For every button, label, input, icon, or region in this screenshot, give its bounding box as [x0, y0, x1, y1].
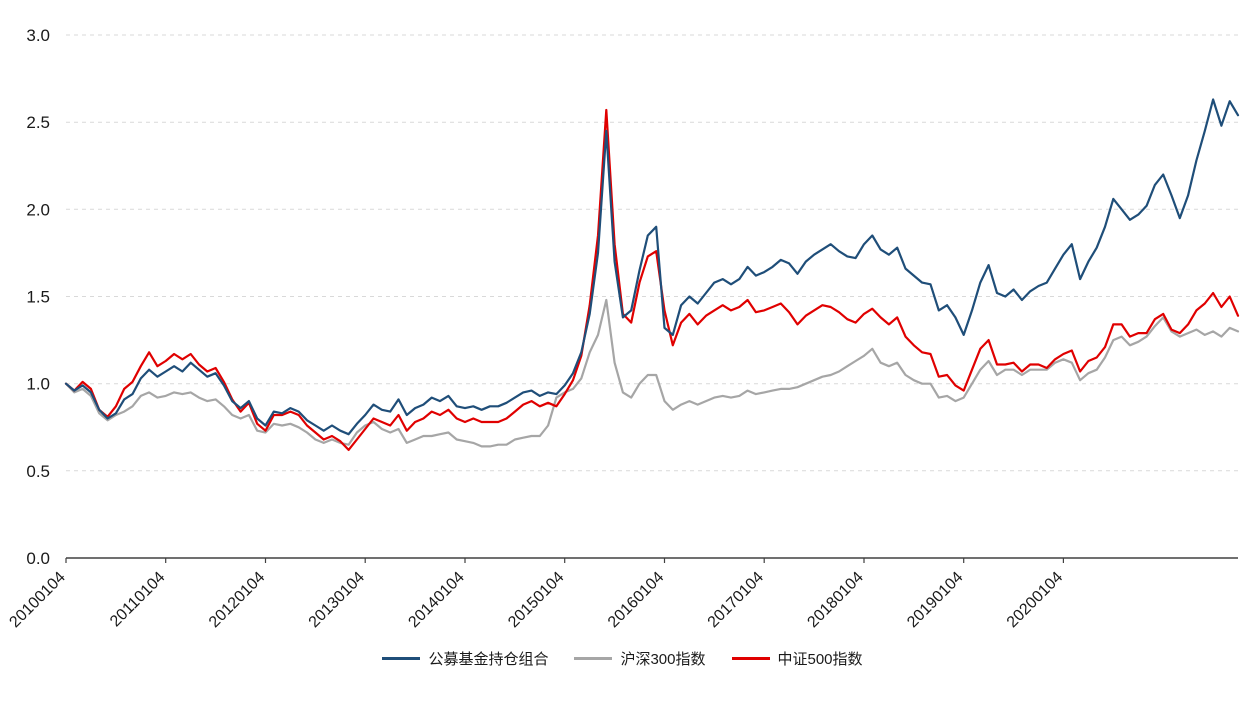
- y-tick-label: 1.0: [26, 375, 50, 394]
- y-tick-label: 2.5: [26, 113, 50, 132]
- legend-item-fund-portfolio: 公募基金持仓组合: [382, 648, 548, 669]
- series-line-1: [64, 298, 1240, 448]
- x-tick-label: 20200104: [1004, 569, 1066, 631]
- y-tick-label: 3.0: [26, 26, 50, 45]
- x-tick-label: 20180104: [804, 569, 866, 631]
- series-line-2: [64, 108, 1240, 451]
- y-tick-label: 0.0: [26, 549, 50, 568]
- x-tick-label: 20130104: [306, 569, 368, 631]
- x-tick-label: 20100104: [6, 569, 68, 631]
- legend-line-swatch-red: [731, 657, 770, 660]
- chart-legend: 公募基金持仓组合 沪深300指数 中证500指数: [0, 648, 1245, 669]
- x-tick-label: 20160104: [605, 569, 667, 631]
- line-chart: 0.0 0.5 1.0 1.5 2.0 2.5 3.0 20100104 20110104 201…: [6, 26, 1240, 631]
- legend-line-swatch-gray: [574, 657, 613, 660]
- legend-item-csi300: 沪深300指数: [574, 648, 706, 669]
- x-tick-label: 20150104: [505, 569, 567, 631]
- legend-label: 公募基金持仓组合: [428, 651, 549, 668]
- x-tick-label: 20170104: [705, 569, 767, 631]
- x-tick-label: 20110104: [107, 569, 169, 631]
- x-tick-label: 20140104: [405, 569, 467, 631]
- y-tick-label: 0.5: [26, 462, 50, 481]
- legend-label: 沪深300指数: [620, 651, 706, 668]
- legend-label: 中证500指数: [777, 651, 863, 668]
- legend-line-swatch-blue: [382, 657, 421, 660]
- series-line-0: [64, 98, 1240, 436]
- y-tick-label: 2.0: [26, 200, 50, 219]
- x-tick-label: 20190104: [904, 569, 966, 631]
- x-tick-label: 20120104: [206, 569, 268, 631]
- legend-item-csi500: 中证500指数: [731, 648, 863, 669]
- y-tick-label: 1.5: [26, 288, 50, 307]
